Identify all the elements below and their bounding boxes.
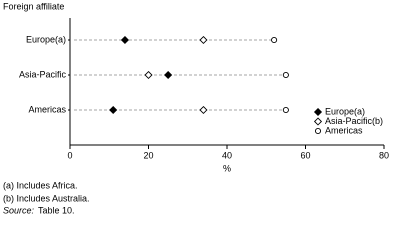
dot [313, 117, 323, 126]
source: Table 10. [38, 205, 75, 215]
dot [144, 70, 153, 80]
dot [314, 127, 322, 135]
legend-label: Europe(a) [325, 106, 365, 116]
footnote: (b) Includes Australia. [3, 193, 90, 203]
x-tick-label: 0 [67, 150, 72, 160]
dot [164, 70, 173, 80]
y-axis-label: Foreign affiliate [3, 1, 64, 11]
dot [109, 105, 118, 115]
x-tick-label: 20 [143, 150, 153, 160]
x-tick-label: 60 [300, 150, 310, 160]
dot [199, 35, 208, 45]
x-tick-label: 80 [379, 150, 389, 160]
source-label: Source: [3, 205, 35, 215]
legend-label: Americas [325, 125, 363, 135]
dot [282, 71, 289, 79]
x-tick-label: 40 [222, 150, 232, 160]
y-tick-label: Americas [28, 104, 66, 114]
chart: Foreign affiliate % (a) Includes Africa.… [3, 1, 389, 215]
footnote: (a) Includes Africa. [3, 180, 78, 190]
dot [120, 35, 129, 45]
dot [313, 107, 323, 117]
legend-label: Asia-Pacific(b) [325, 116, 383, 126]
x-axis-label: % [223, 163, 231, 173]
dot [282, 106, 289, 114]
dot [271, 36, 278, 44]
y-tick-label: Asia-Pacific [19, 69, 67, 79]
dot [199, 105, 208, 115]
y-tick-label: Europe(a) [26, 34, 66, 44]
